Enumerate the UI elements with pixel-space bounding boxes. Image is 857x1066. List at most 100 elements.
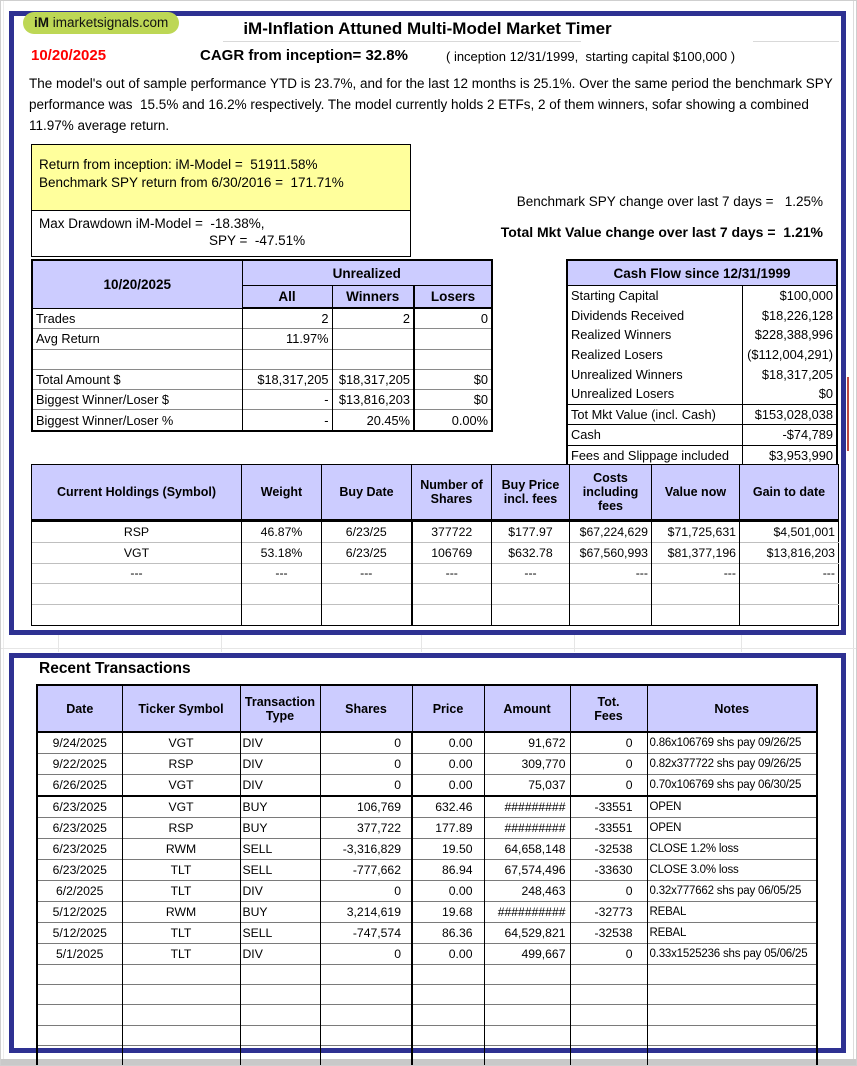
cell-shares: -747,574 (319, 922, 412, 944)
holdings-cell: 6/23/25 (321, 541, 412, 564)
value-winners: 20.45% (331, 409, 415, 431)
value-all: - (241, 409, 333, 431)
gridline-tick (741, 635, 742, 652)
transaction-row: 6/23/2025 VGT BUY 106,769 632.46 ######### -33… (36, 795, 817, 818)
cell-date: 5/1/2025 (36, 943, 122, 965)
holdings-cell: --- (739, 562, 839, 584)
cell-type: SELL (239, 922, 320, 944)
holdings-col-header: Costs including fees (569, 464, 652, 522)
cashflow-row: Unrealized Losers $0 (567, 383, 837, 405)
holdings-cell: 377722 (410, 520, 492, 543)
value-winners: 2 (331, 307, 415, 329)
cell-fees: 0 (569, 774, 647, 796)
empty-cell (411, 1044, 484, 1065)
unrealized-data-row: Total Amount $ $18,317,205 $18,317,205 $0 (31, 368, 493, 390)
cell-date: 9/22/2025 (36, 753, 122, 775)
transaction-row: 6/2/2025 TLT DIV 0 0.00 248,463 0 0.32x777662 s… (36, 880, 817, 902)
value-losers (412, 348, 493, 370)
holdings-col-header: Buy Date (321, 464, 412, 522)
value-winners (331, 328, 415, 350)
holdings-cell (410, 583, 492, 605)
holdings-row: --- --- --- --- --- --- --- --- (31, 562, 839, 584)
row-label: Tot Mkt Value (incl. Cash) (567, 403, 743, 425)
cell-date: 6/23/2025 (36, 795, 122, 818)
row-label: Biggest Winner/Loser $ (31, 389, 243, 410)
row-label: Avg Return (31, 328, 243, 350)
value-all (241, 348, 333, 370)
value-losers: $0 (412, 368, 493, 390)
unrealized-date-header: 10/20/2025 (31, 259, 243, 309)
cell-ticker: TLT (121, 880, 240, 902)
holdings-col-header: Buy Price incl. fees (491, 464, 570, 522)
cell-ticker: VGT (121, 731, 240, 754)
empty-cell (411, 1004, 484, 1026)
cell-fees: -33551 (569, 795, 647, 818)
max-drawdown-spy: SPY = -47.51% (209, 233, 306, 248)
transactions-col-header: Date (36, 684, 123, 733)
mkt-value-7day-change: Total Mkt Value change over last 7 days … (500, 224, 823, 240)
cell-price: 86.36 (411, 922, 484, 944)
transaction-row: 9/22/2025 RSP DIV 0 0.00 309,770 0 0.82x377722 … (36, 753, 817, 775)
transactions-col-header: Tot. Fees (569, 684, 648, 733)
cell-amount: ########## (483, 901, 570, 923)
holdings-col-header: Current Holdings (Symbol) (31, 464, 242, 522)
empty-cell (569, 1044, 647, 1065)
empty-cell (483, 1024, 570, 1046)
empty-cell (239, 1024, 320, 1046)
cell-price: 0.00 (411, 753, 484, 775)
row-value: $0 (818, 386, 834, 402)
cell-type: DIV (239, 753, 320, 775)
cell-fees: 0 (569, 880, 647, 902)
transaction-row: 6/23/2025 TLT SELL -777,662 86.94 67,574,496-… (36, 859, 817, 881)
unrealized-col-header: Winners (331, 285, 415, 309)
cell-shares: 3,214,619 (319, 901, 412, 923)
cell-date: 6/23/2025 (36, 859, 122, 881)
holdings-cell: --- (241, 562, 322, 584)
cell-notes: 0.86x106769 shs pay 09/26/25 (646, 731, 817, 754)
holdings-cell: --- (651, 562, 740, 584)
holdings-cell (410, 604, 492, 626)
value-winners: $18,317,205 (331, 368, 415, 390)
holdings-cell (569, 604, 652, 626)
empty-cell (239, 1004, 320, 1026)
cell-shares: 377,722 (319, 817, 412, 839)
cagr-from-inception: CAGR from inception= 32.8% (200, 47, 408, 64)
holdings-cell (739, 583, 839, 605)
transaction-row: 6/23/2025 RSP BUY 377,722 177.89 ######### -33… (36, 817, 817, 839)
cell-date: 6/2/2025 (36, 880, 122, 902)
transactions-col-header: Price (411, 684, 485, 733)
cell-amount: 64,658,148 (483, 838, 570, 860)
value-all: $18,317,205 (241, 368, 333, 390)
report-date: 10/20/2025 (31, 47, 107, 64)
cell-date: 6/26/2025 (36, 774, 122, 796)
empty-cell (319, 1024, 412, 1046)
holdings-cell (651, 604, 740, 626)
empty-cell (121, 1024, 240, 1046)
row-value: $3,953,990 (742, 444, 838, 467)
row-label: Biggest Winner/Loser % (31, 409, 243, 431)
gridline-tick (221, 635, 222, 652)
holdings-col-header: Gain to date (739, 464, 839, 522)
cell-ticker: TLT (121, 859, 240, 881)
cell-price: 0.00 (411, 880, 484, 902)
holdings-cell: 106769 (410, 541, 492, 564)
empty-cell (36, 963, 122, 985)
empty-cell (36, 984, 122, 1005)
cell-ticker: RSP (121, 817, 240, 839)
empty-cell (569, 1024, 647, 1046)
row-label: Realized Winners (567, 325, 743, 345)
holdings-cell: $71,725,631 (651, 520, 740, 543)
row-label: Realized Losers (567, 344, 743, 365)
model-summary-panel: iM-Inflation Attuned Multi-Model Market … (9, 11, 846, 635)
cell-type: DIV (239, 774, 320, 796)
empty-cell (569, 963, 647, 985)
holdings-cell: $13,816,203 (739, 541, 839, 564)
holdings-cell: 46.87% (241, 520, 322, 543)
returns-highlight-box: Return from inception: iM-Model = 51911.… (31, 144, 411, 211)
holdings-row: VGT 53.18% 6/23/25 106769 $632.78 $67,560,993… (31, 541, 839, 564)
empty-row (36, 1024, 817, 1046)
unrealized-col-header: All (241, 285, 333, 309)
empty-row (36, 1004, 817, 1026)
return-from-inception: Return from inception: iM-Model = 51911.… (39, 157, 318, 172)
holdings-cell: 53.18% (241, 541, 322, 564)
